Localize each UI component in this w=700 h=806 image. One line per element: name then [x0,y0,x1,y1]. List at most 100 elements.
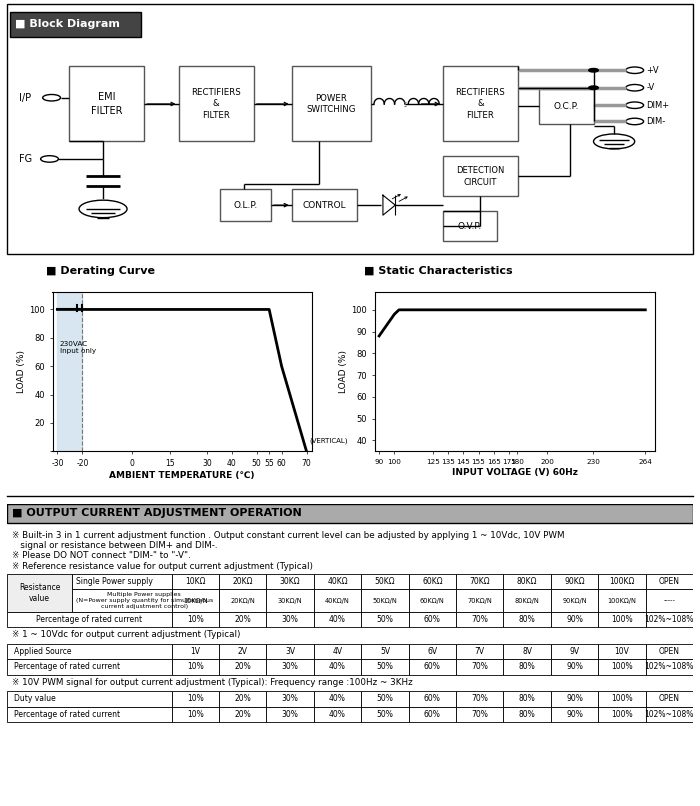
Text: 2V: 2V [238,647,248,656]
Bar [7,707,172,722]
Bar [539,89,594,124]
Bar [456,659,503,675]
Bar [503,707,551,722]
Text: 90%: 90% [566,615,583,624]
Text: 40%: 40% [329,663,346,671]
Text: 70%: 70% [471,615,488,624]
Text: OPEN: OPEN [659,647,680,656]
Bar [456,644,503,659]
Bar [219,644,267,659]
Text: 50%: 50% [377,694,393,704]
Text: 80%: 80% [519,615,536,624]
Text: 10KΩ: 10KΩ [185,577,206,586]
Text: 70%: 70% [471,710,488,719]
Text: 90%: 90% [566,710,583,719]
Text: 20%: 20% [234,615,251,624]
Text: 50%: 50% [377,615,393,624]
Text: O.V.P.: O.V.P. [458,222,482,231]
Bar [551,589,598,612]
Text: I/P: I/P [20,93,32,102]
Text: 230VAC
Input only: 230VAC Input only [60,341,96,354]
Text: RECTIFIERS
&
FILTER: RECTIFIERS & FILTER [456,88,505,120]
Text: Single Power supply: Single Power supply [76,577,153,586]
Bar [409,574,456,589]
Bar [503,659,551,675]
Text: 20%: 20% [234,663,251,671]
Text: 10%: 10% [187,694,204,704]
Text: POWER
SWITCHING: POWER SWITCHING [307,93,356,114]
Bar [361,691,409,707]
Text: 3V: 3V [285,647,295,656]
Bar [7,644,172,659]
Text: Multiple Power supplies
(N=Power supply quantity for simultaneous
current adjust: Multiple Power supplies (N=Power supply … [76,592,213,609]
Text: ※ Built-in 3 in 1 current adjustment function . Output constant current level ca: ※ Built-in 3 in 1 current adjustment fun… [13,530,565,539]
Text: 102%~108%: 102%~108% [645,615,694,624]
Bar [219,612,267,627]
Bar [598,691,645,707]
Text: O.C.P.: O.C.P. [553,102,579,111]
Bar [314,644,361,659]
Text: Percentage of rated current: Percentage of rated current [14,710,120,719]
Text: 30%: 30% [281,694,299,704]
Text: ※ 1 ~ 10Vdc for output current adjustment (Typical): ※ 1 ~ 10Vdc for output current adjustmen… [13,630,241,639]
Text: ■ Static Characteristics: ■ Static Characteristics [364,266,512,276]
Circle shape [594,134,635,149]
Bar [172,707,219,722]
Bar [409,589,456,612]
Bar [292,66,370,142]
Text: 4V: 4V [332,647,342,656]
Bar [503,691,551,707]
Text: 20%: 20% [234,694,251,704]
Text: Percentage of rated current: Percentage of rated current [14,663,120,671]
Text: 100KΩ: 100KΩ [609,577,635,586]
Text: 70%: 70% [471,694,488,704]
Bar [314,659,361,675]
Text: FG: FG [20,154,32,164]
Text: 80KΩ/N: 80KΩ/N [514,597,540,604]
Text: 30KΩ: 30KΩ [280,577,300,586]
Text: 10%: 10% [187,615,204,624]
X-axis label: AMBIENT TEMPERATURE (℃): AMBIENT TEMPERATURE (℃) [109,471,255,480]
Circle shape [589,86,598,89]
Text: Applied Source: Applied Source [14,647,71,656]
Text: 60KΩ/N: 60KΩ/N [420,597,444,604]
Text: ■ Derating Curve: ■ Derating Curve [46,266,155,276]
Text: 30%: 30% [281,710,299,719]
Text: 10V: 10V [615,647,629,656]
Bar [409,691,456,707]
Bar [267,707,314,722]
Bar [598,707,645,722]
Text: DIM+: DIM+ [646,101,669,110]
Text: 10%: 10% [187,710,204,719]
Bar [314,574,361,589]
Bar [178,66,254,142]
Circle shape [589,69,598,72]
Bar [409,707,456,722]
Text: 30%: 30% [281,663,299,671]
Bar [551,574,598,589]
Bar [442,211,498,241]
Bar [172,574,219,589]
Bar [551,691,598,707]
Text: 60%: 60% [424,694,441,704]
Bar [314,589,361,612]
Circle shape [79,200,127,218]
Bar [598,612,645,627]
Text: 8V: 8V [522,647,532,656]
Text: 90KΩ/N: 90KΩ/N [562,597,587,604]
Bar [172,612,219,627]
Text: 1V: 1V [190,647,200,656]
Text: 80KΩ: 80KΩ [517,577,538,586]
Bar [361,574,409,589]
Text: DETECTION
CIRCUIT: DETECTION CIRCUIT [456,166,505,187]
Y-axis label: LOAD (%): LOAD (%) [340,351,349,393]
Bar [456,691,503,707]
Text: ※ 10V PWM signal for output current adjustment (Typical): Frequency range :100Hz: ※ 10V PWM signal for output current adju… [13,678,413,687]
Text: 80%: 80% [519,694,536,704]
Bar [267,691,314,707]
Text: 10%: 10% [187,663,204,671]
Bar [10,11,141,36]
Bar [219,691,267,707]
Bar [361,589,409,612]
Text: 40%: 40% [329,710,346,719]
